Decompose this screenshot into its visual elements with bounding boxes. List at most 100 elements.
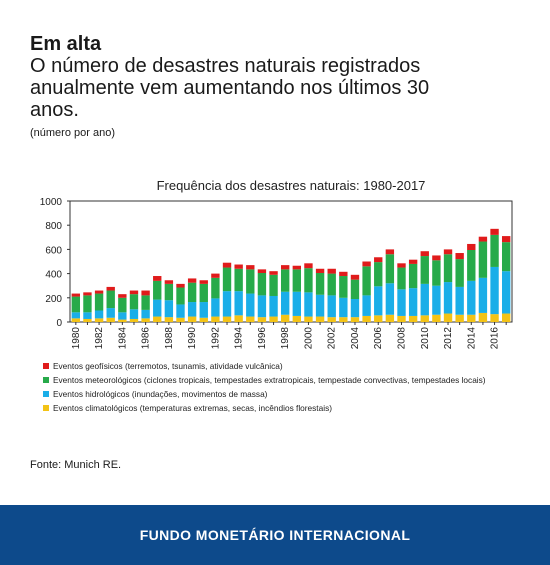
bar-segment bbox=[153, 316, 162, 322]
bar-segment bbox=[327, 317, 336, 322]
bar-segment bbox=[350, 279, 360, 300]
bar-segment bbox=[234, 315, 243, 322]
bar-segment bbox=[455, 259, 464, 287]
x-tick-label: 2000 bbox=[303, 327, 314, 350]
bar-segment bbox=[501, 313, 511, 322]
bar-segment bbox=[141, 309, 150, 319]
bar-segment bbox=[129, 294, 139, 310]
bar-segment bbox=[83, 295, 92, 313]
bar-segment bbox=[234, 268, 243, 292]
bar-segment bbox=[257, 269, 267, 273]
bar-segment bbox=[397, 263, 406, 268]
x-tick-label: 1980 bbox=[71, 327, 82, 350]
bar-segment bbox=[269, 274, 278, 296]
bar-segment bbox=[83, 292, 92, 296]
bar-segment bbox=[187, 302, 197, 317]
bar-segment bbox=[490, 234, 499, 267]
bar-segment bbox=[199, 280, 208, 284]
page-subtitle: O número de desastres naturais registrad… bbox=[30, 55, 430, 121]
bar-segment bbox=[455, 286, 464, 315]
bar-segment bbox=[315, 268, 325, 273]
bar-segment bbox=[71, 293, 81, 297]
bar-segment bbox=[408, 263, 418, 289]
bar-segment bbox=[280, 291, 290, 315]
bar-segment bbox=[420, 283, 429, 316]
bar-segment bbox=[211, 273, 220, 278]
bar-segment bbox=[420, 315, 429, 322]
bar-segment bbox=[385, 283, 395, 315]
bar-segment bbox=[467, 314, 476, 322]
bar-segment bbox=[432, 255, 441, 261]
bar-segment bbox=[304, 292, 313, 317]
bar-segment bbox=[269, 316, 278, 322]
bar-segment bbox=[141, 295, 150, 310]
bar-segment bbox=[141, 290, 150, 296]
bar-segment bbox=[339, 317, 348, 322]
bar-segment bbox=[374, 262, 383, 287]
bar-segment bbox=[374, 257, 383, 263]
x-tick-label: 1998 bbox=[280, 327, 291, 350]
bar-segment bbox=[467, 250, 476, 281]
legend-label: Eventos geofísicos (terremotos, tsunamis… bbox=[53, 361, 283, 371]
bar-segment bbox=[339, 276, 348, 298]
x-tick-label: 2002 bbox=[327, 327, 338, 350]
bar-segment bbox=[153, 280, 162, 300]
bar-segment bbox=[118, 297, 127, 313]
bar-segment bbox=[339, 271, 348, 277]
bar-segment bbox=[350, 299, 360, 318]
bar-segment bbox=[199, 283, 208, 303]
bar-segment bbox=[385, 249, 395, 255]
legend-label: Eventos hidrológicos (inundações, movime… bbox=[53, 389, 268, 399]
bar-segment bbox=[408, 259, 418, 264]
bar-segment bbox=[432, 285, 441, 315]
bar-segment bbox=[106, 308, 115, 318]
x-tick-label: 2006 bbox=[373, 327, 384, 350]
bar-segment bbox=[187, 278, 197, 283]
bar-segment bbox=[246, 316, 255, 322]
bar-segment bbox=[292, 291, 302, 316]
bar-segment bbox=[350, 317, 360, 322]
bar-segment bbox=[211, 277, 220, 299]
bar-segment bbox=[327, 295, 336, 318]
y-tick-label: 0 bbox=[56, 318, 62, 329]
bar-segment bbox=[478, 241, 488, 278]
bar-segment bbox=[257, 272, 267, 296]
x-tick-label: 1988 bbox=[164, 327, 175, 350]
bar-segment bbox=[246, 293, 255, 317]
bar-segment bbox=[269, 295, 278, 317]
bar-segment bbox=[501, 236, 511, 243]
x-tick-label: 2008 bbox=[397, 327, 408, 350]
page-title: Em alta bbox=[30, 33, 102, 55]
bar-segment bbox=[106, 317, 115, 322]
footer-bar: FUNDO MONETÁRIO INTERNACIONAL bbox=[0, 505, 550, 565]
bar-segment bbox=[246, 269, 255, 294]
bar-segment bbox=[327, 273, 336, 296]
legend-swatch bbox=[43, 363, 49, 369]
bar-segment bbox=[280, 265, 290, 270]
bar-segment bbox=[292, 269, 302, 292]
bar-segment bbox=[118, 319, 127, 322]
bar-segment bbox=[432, 314, 441, 322]
bar-segment bbox=[397, 267, 406, 290]
bar-segment bbox=[339, 297, 348, 318]
bar-segment bbox=[327, 268, 336, 274]
bar-segment bbox=[490, 266, 499, 315]
bar-segment bbox=[362, 266, 371, 296]
bar-segment bbox=[94, 318, 104, 322]
bar-segment bbox=[118, 294, 127, 298]
bar-segment bbox=[246, 265, 255, 270]
bar-segment bbox=[385, 314, 395, 322]
bar-segment bbox=[362, 315, 371, 322]
y-tick-label: 600 bbox=[45, 245, 62, 256]
bar-segment bbox=[83, 318, 92, 322]
bar-segment bbox=[176, 283, 185, 288]
footer-org-name: FUNDO MONETÁRIO INTERNACIONAL bbox=[139, 527, 411, 543]
bar-segment bbox=[315, 294, 325, 317]
legend-label: Eventos climatológicos (temperaturas ext… bbox=[53, 403, 332, 413]
chart-title: Frequência dos desastres naturais: 1980-… bbox=[157, 178, 426, 193]
bar-segment bbox=[106, 286, 115, 291]
bar-segment bbox=[315, 316, 325, 322]
bar-segment bbox=[443, 282, 453, 314]
source-note: Fonte: Munich RE. bbox=[30, 459, 122, 471]
bar-segment bbox=[94, 293, 104, 311]
